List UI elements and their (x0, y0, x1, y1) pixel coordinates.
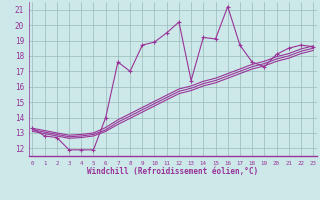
X-axis label: Windchill (Refroidissement éolien,°C): Windchill (Refroidissement éolien,°C) (87, 167, 258, 176)
